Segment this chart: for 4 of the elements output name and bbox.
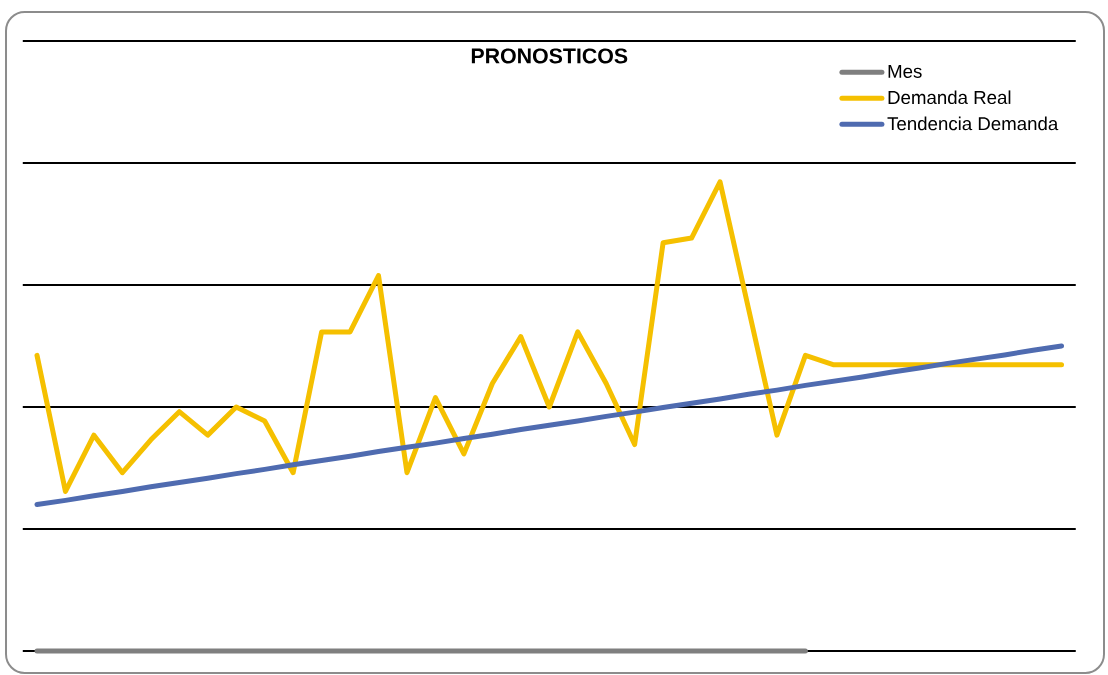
chart-title: PRONOSTICOS <box>471 48 628 64</box>
legend-label: Demanda Real <box>888 90 1011 105</box>
legend-label: Tendencia Demanda <box>887 116 1059 131</box>
legend-label: Mes <box>888 64 922 78</box>
